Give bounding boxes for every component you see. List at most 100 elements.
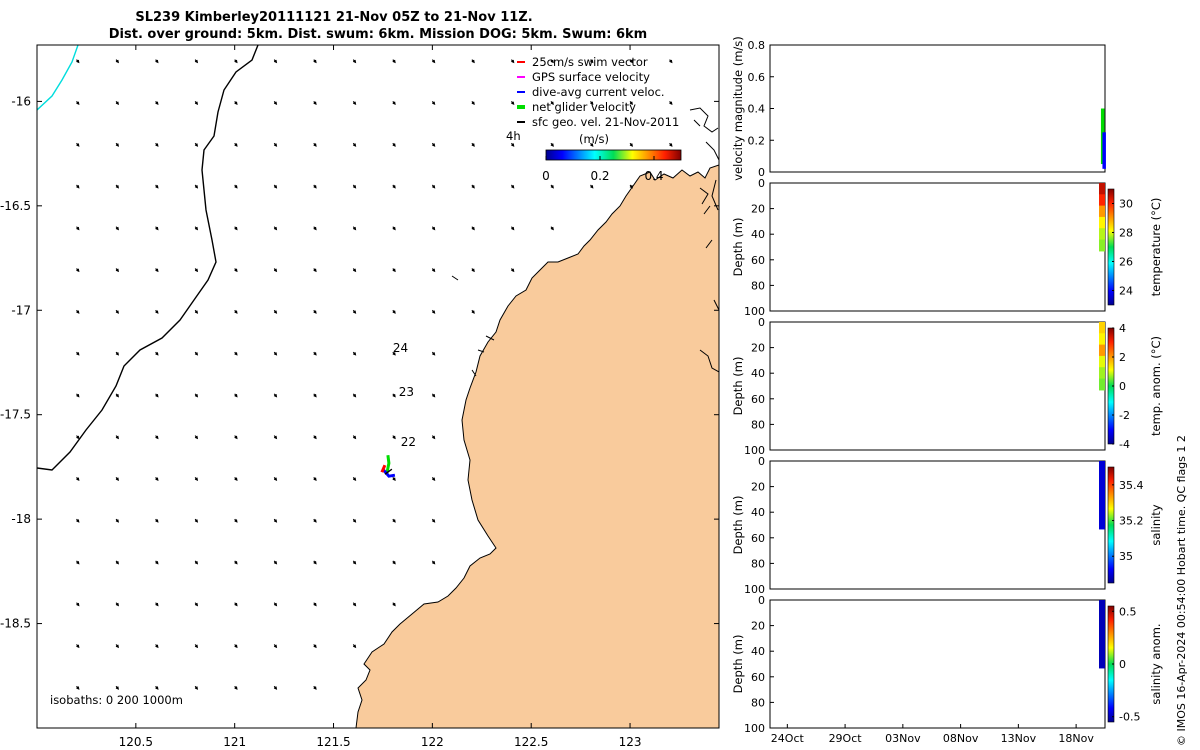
current-vector — [194, 518, 199, 523]
current-vector — [194, 685, 199, 690]
depth-panel-frame — [769, 321, 1106, 451]
velocity-y-label: velocity magnitude (m/s) — [731, 36, 745, 181]
current-vector — [629, 101, 633, 106]
current-vector — [273, 477, 278, 482]
depth-y-tick-label: 100 — [744, 444, 765, 457]
current-vector — [273, 644, 278, 649]
current-vector — [352, 477, 357, 482]
depth-y-label: Depth (m) — [731, 635, 745, 694]
depth-y-tick-label: 80 — [751, 696, 765, 709]
current-vector — [629, 142, 633, 147]
glider-track-line — [384, 468, 393, 475]
current-vector — [273, 393, 278, 398]
depth-y-label: Depth (m) — [731, 357, 745, 416]
depth-y-tick-label: 20 — [751, 481, 765, 494]
current-vector — [234, 685, 238, 690]
track-time-labels: 24 23 22 — [393, 341, 416, 449]
current-vector — [431, 309, 436, 314]
isobath-1000m — [37, 45, 259, 471]
current-vector — [155, 518, 159, 523]
current-vector — [76, 602, 80, 607]
velocity-y-tick-label: 0.2 — [748, 134, 766, 147]
current-vector — [115, 393, 119, 398]
land-mass — [355, 164, 719, 728]
current-vector — [471, 309, 475, 314]
depth-y-label: Depth (m) — [731, 218, 745, 277]
date-x-tick-label: 08Nov — [943, 732, 979, 745]
current-vector — [234, 268, 238, 273]
profile-segment — [1099, 355, 1105, 368]
net-glider-velocity-vector — [385, 454, 391, 474]
depth-y-tick-label: 20 — [751, 342, 765, 355]
current-vector — [392, 142, 396, 147]
current-vector — [234, 644, 238, 649]
profile-segment — [1099, 472, 1105, 485]
current-vector — [431, 518, 436, 523]
current-vector — [115, 226, 119, 231]
colorbar-tick-label: 35.4 — [1119, 479, 1144, 492]
current-vector — [76, 518, 80, 523]
profile-segment — [1099, 483, 1105, 496]
current-vector — [273, 142, 278, 147]
current-vector — [392, 268, 396, 273]
map-title-line1: SL239 Kimberley20111121 21-Nov 05Z to 21… — [135, 10, 532, 25]
profile-segment — [1099, 622, 1105, 635]
current-vector — [76, 644, 80, 649]
profile-segment — [1099, 633, 1105, 646]
offshore-reef-outline — [451, 107, 719, 377]
profile-segment — [1099, 645, 1105, 658]
current-vector — [194, 351, 199, 356]
current-vector — [234, 309, 238, 314]
current-vector — [155, 142, 159, 147]
depth-y-tick-label: 20 — [751, 620, 765, 633]
colorbar-tick-label: 4 — [1119, 322, 1126, 335]
legend-entry: GPS surface velocity — [532, 70, 650, 84]
current-vector — [511, 101, 515, 106]
current-vector — [669, 101, 673, 106]
current-vector — [550, 101, 554, 106]
current-vector — [550, 59, 554, 64]
current-vector — [115, 268, 119, 273]
current-vector — [352, 309, 357, 314]
map-y-tick-label: -18 — [11, 512, 31, 526]
current-vector — [669, 142, 673, 147]
map-y-tick-label: -17.5 — [0, 408, 31, 422]
current-vector — [629, 184, 633, 189]
current-vector — [115, 477, 119, 482]
current-vector — [194, 226, 199, 231]
current-vector — [511, 59, 515, 64]
current-vector — [234, 59, 238, 64]
colorbar-tick-label: -0.5 — [1119, 711, 1140, 724]
depth-panel-3: 0 20 40 60 80 100 Depth (m) 35 35.2 35.4 salinity — [731, 455, 1163, 596]
current-vector — [392, 560, 396, 565]
current-vector — [194, 560, 199, 565]
map-colorbar-label: (m/s) — [579, 132, 609, 146]
current-vector — [155, 101, 159, 106]
current-vector — [352, 560, 357, 565]
current-vector — [273, 685, 278, 690]
current-vector — [273, 602, 278, 607]
profile-segment — [1099, 461, 1105, 473]
depth-y-tick-label: 80 — [751, 279, 765, 292]
date-x-tick-label: 13Nov — [1001, 732, 1037, 745]
current-vector — [471, 142, 475, 147]
current-vector — [313, 644, 317, 649]
current-vector — [392, 435, 396, 440]
current-vector — [115, 602, 119, 607]
current-vector — [194, 101, 199, 106]
current-vector — [194, 268, 199, 273]
current-vector — [155, 477, 159, 482]
current-vector — [471, 101, 475, 106]
current-vector — [352, 644, 357, 649]
depth-y-tick-label: 100 — [744, 583, 765, 596]
current-vector — [76, 309, 80, 314]
depth-y-tick-label: 40 — [751, 228, 765, 241]
current-vector — [76, 101, 80, 106]
current-vector — [313, 142, 317, 147]
profile-segment — [1099, 183, 1105, 195]
current-vector — [155, 59, 159, 64]
depth-y-tick-label: 0 — [758, 177, 765, 190]
depth-panel-4: 0 20 40 60 80 100 Depth (m) -0.5 0 0.5 salinity an… — [731, 594, 1163, 745]
profile-segment — [1099, 216, 1105, 229]
profile-segment — [1099, 378, 1105, 391]
